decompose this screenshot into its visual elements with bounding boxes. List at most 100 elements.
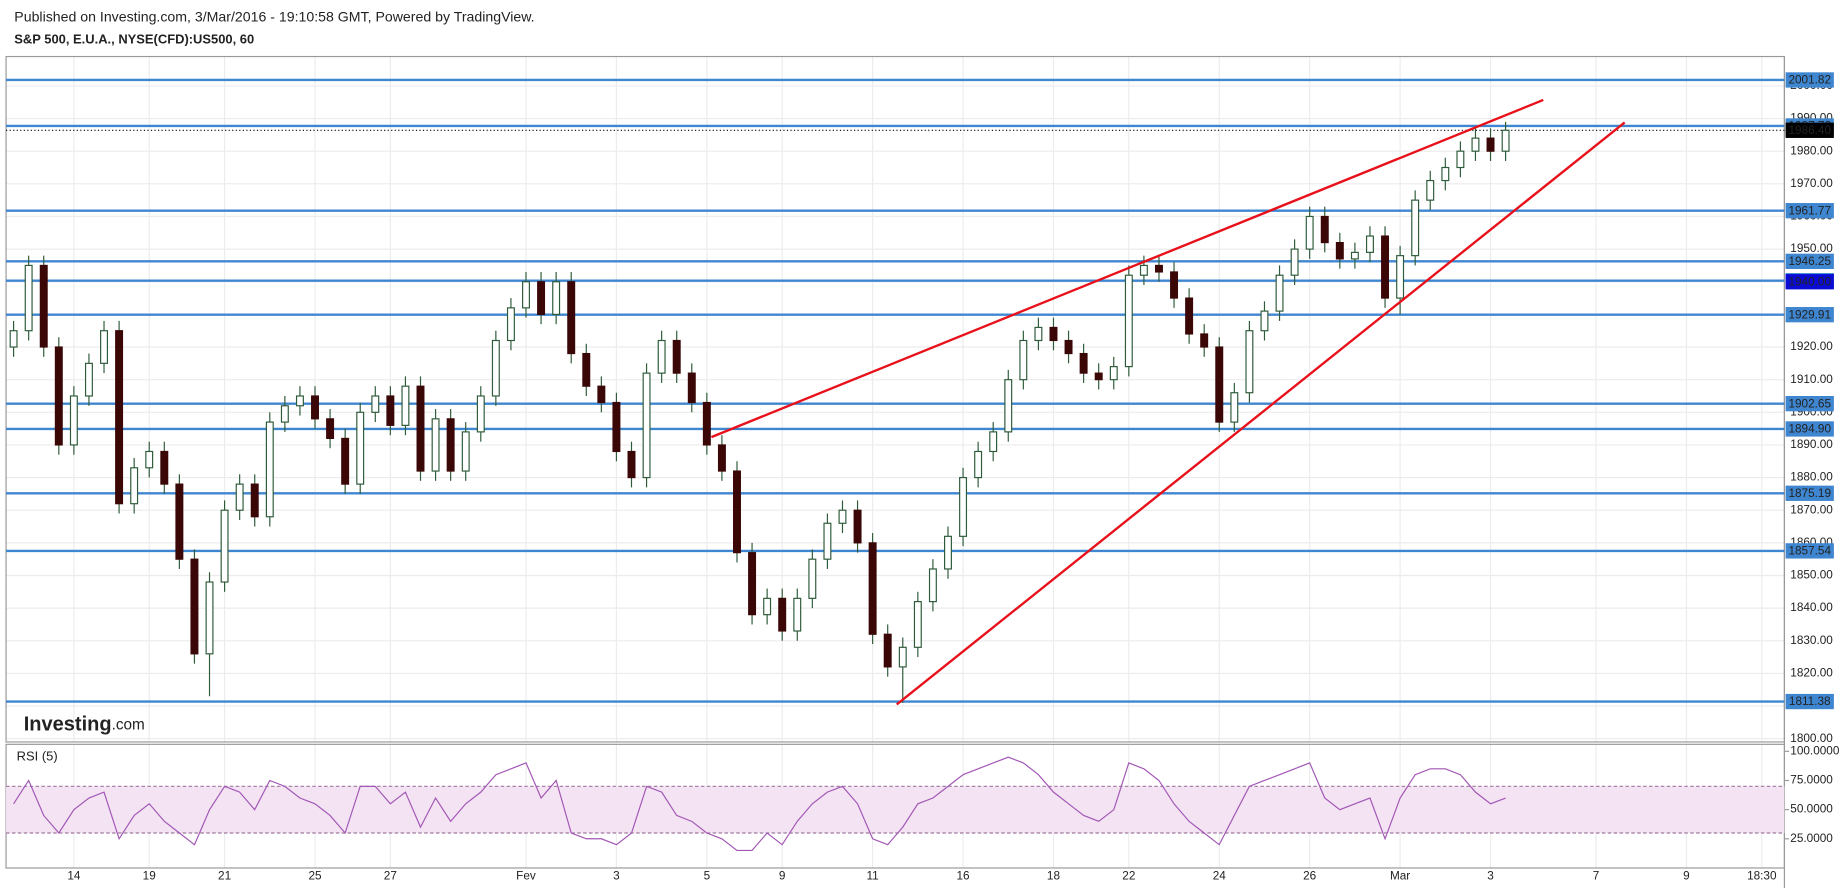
rsi-label: RSI (5)	[17, 749, 58, 764]
y-tick-label: 1850.00	[1790, 569, 1833, 582]
trendline	[896, 121, 1626, 706]
trendline	[710, 98, 1544, 439]
candle-body	[898, 646, 907, 668]
candle-body	[838, 509, 847, 524]
candle-body	[24, 264, 33, 332]
candle-body	[1215, 346, 1224, 423]
level-label: 1857.54	[1788, 545, 1831, 558]
x-tick-label: 9	[779, 869, 786, 882]
level-label-box	[1785, 253, 1834, 269]
candle-body	[913, 601, 922, 648]
y-tick-label: 1800.00	[1790, 732, 1833, 745]
x-tick-label: 3	[613, 869, 620, 882]
candle-body	[642, 372, 651, 479]
candle-body	[311, 395, 319, 420]
candle-body	[9, 330, 18, 348]
x-tick-label: 24	[1213, 869, 1227, 882]
candle-body	[1411, 199, 1420, 257]
x-tick-label: 7	[1593, 869, 1600, 882]
candle-body	[175, 483, 184, 560]
level-label-box	[1785, 485, 1834, 501]
candle-body	[582, 352, 591, 387]
candle-body	[1019, 339, 1028, 381]
candle-body	[823, 522, 832, 560]
level-label-box	[1785, 421, 1834, 437]
candle-body	[265, 421, 274, 518]
candle-body	[1185, 297, 1194, 335]
x-tick-label: 22	[1122, 869, 1135, 882]
candle-body	[1109, 366, 1118, 381]
candle-body	[778, 597, 787, 632]
rsi-tick-label: 75.0000	[1790, 774, 1833, 787]
x-tick-label: 5	[704, 869, 711, 882]
candle-body	[597, 385, 606, 404]
candle-body	[612, 401, 621, 453]
candle-body	[220, 509, 229, 583]
candle-body	[883, 633, 892, 668]
candle-body	[1200, 333, 1209, 348]
rsi-band	[6, 786, 1785, 833]
rsi-tick-label: 100.0000	[1790, 744, 1840, 757]
candle-body	[446, 418, 455, 472]
marker-price-label: 1940.00	[1788, 275, 1831, 288]
y-tick-label: 1820.00	[1790, 667, 1833, 680]
y-tick-label: 1980.00	[1790, 144, 1833, 157]
level-label: 1902.65	[1788, 397, 1831, 410]
candle-body	[974, 450, 983, 479]
candle-body	[552, 281, 561, 315]
marker-price-box	[1785, 274, 1834, 290]
candle-body	[54, 346, 63, 446]
candle-body	[567, 281, 576, 355]
candle-body	[401, 385, 410, 426]
candle-body	[69, 395, 78, 446]
level-label: 1961.77	[1788, 204, 1831, 217]
x-tick-label: 18	[1047, 869, 1061, 882]
candle-body	[386, 395, 395, 426]
candle-body	[295, 395, 304, 407]
candle-body	[657, 339, 666, 374]
x-tick-label: 26	[1303, 869, 1317, 882]
candle-body	[1486, 137, 1495, 152]
candle-body	[371, 395, 380, 413]
candle-body	[793, 597, 802, 632]
y-tick-label: 1880.00	[1790, 471, 1833, 484]
candle-body	[1305, 215, 1314, 250]
x-tick-label: 9	[1683, 869, 1690, 882]
candle-body	[717, 444, 726, 472]
candle-body	[687, 372, 696, 404]
x-tick-label: 3	[1487, 869, 1494, 882]
candle-body	[1350, 251, 1359, 260]
y-tick-label: 1920.00	[1790, 340, 1833, 353]
candle-body	[1049, 326, 1058, 342]
candle-body	[1441, 166, 1450, 182]
candle-body	[1034, 326, 1043, 342]
candle-body	[537, 281, 546, 315]
candle-body	[1501, 129, 1510, 152]
x-tick-label: Mar	[1390, 869, 1410, 882]
candle-body	[250, 483, 259, 518]
header-published: Published on Investing.com, 3/Mar/2016 -…	[14, 8, 534, 24]
candle-body	[733, 470, 741, 554]
candle-body	[100, 330, 108, 364]
candle-body	[115, 330, 124, 505]
level-label: 1929.91	[1788, 308, 1831, 321]
candle-body	[84, 362, 93, 397]
candle-body	[205, 581, 214, 655]
x-tick-label: 21	[218, 869, 231, 882]
candle-body	[1290, 248, 1299, 276]
level-label: 1811.38	[1789, 695, 1831, 708]
candle-body	[1381, 235, 1390, 299]
candle-body	[959, 476, 968, 537]
price-pane	[5, 55, 1786, 743]
candle-body	[928, 568, 937, 603]
candle-body	[491, 339, 500, 397]
y-tick-label: 1950.00	[1790, 242, 1833, 255]
candle-body	[1230, 392, 1239, 423]
candle-body	[1456, 150, 1465, 169]
logo-suffix: .com	[112, 717, 145, 734]
candle-body	[145, 450, 154, 469]
y-tick-label: 1910.00	[1790, 373, 1833, 386]
candle-body	[1064, 339, 1073, 355]
y-tick-label: 1890.00	[1790, 438, 1833, 451]
candle-body	[944, 535, 952, 570]
